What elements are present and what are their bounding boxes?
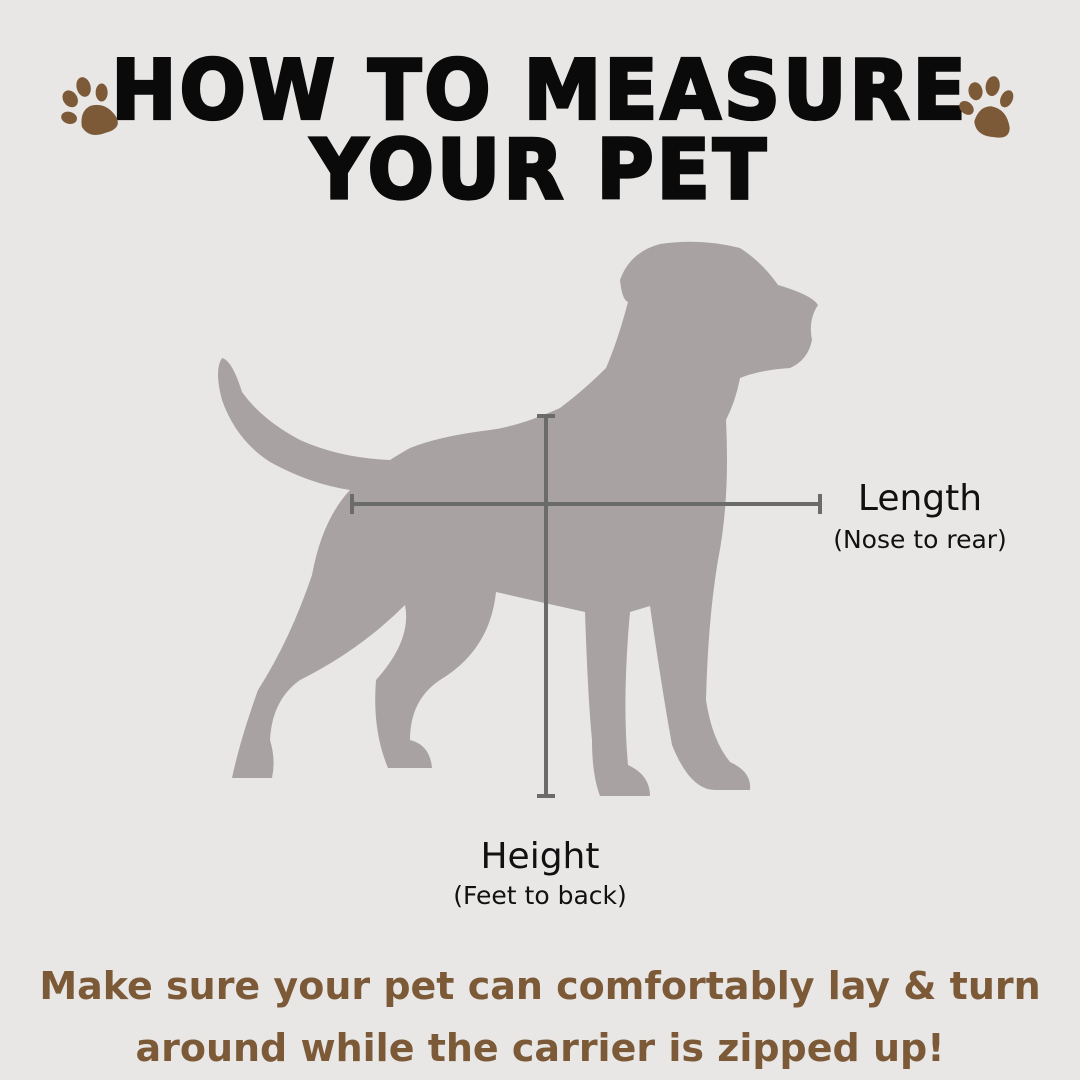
footer-line-1: Make sure your pet can comfortably lay &… <box>39 964 1041 1008</box>
length-label-group: Length (Nose to rear) <box>820 478 1020 554</box>
paw-print-icon <box>61 77 118 135</box>
page-title: HOW TO MEASURE YOUR PET <box>0 43 1080 219</box>
height-label: Height <box>480 836 600 877</box>
height-note: (Feet to back) <box>453 881 627 910</box>
length-note: (Nose to rear) <box>833 525 1007 554</box>
footer-line-2: around while the carrier is zipped up! <box>135 1026 945 1070</box>
paw-print-icon <box>959 76 1014 138</box>
footer-note: Make sure your pet can comfortably lay &… <box>0 955 1080 1079</box>
dog-silhouette <box>218 241 818 796</box>
height-label-group: Height (Feet to back) <box>420 836 660 910</box>
length-label: Length <box>857 478 983 519</box>
title-line-1: HOW TO MEASURE <box>110 43 969 139</box>
title-line-2: YOUR PET <box>309 123 770 219</box>
